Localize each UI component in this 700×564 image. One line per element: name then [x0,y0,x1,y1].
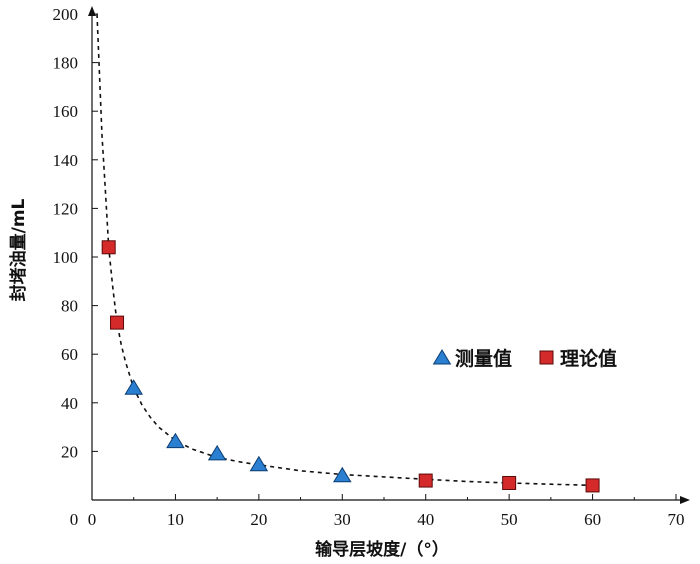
y-tick-label: 20 [61,442,78,461]
legend-item-theoretical: 理论值 [539,347,617,370]
axes [88,6,690,504]
point-measured [207,444,227,461]
y-axis-title: 封堵油量/mL [8,198,29,301]
origin-label: 0 [70,510,79,529]
y-tick-label: 160 [53,102,79,121]
legend-marker-square [539,350,554,365]
y-tick-label: 120 [53,199,79,218]
point-measured [249,455,269,472]
y-tick-label: 40 [61,394,78,413]
legend: 测量值 理论值 [432,347,617,370]
legend-label-theoretical: 理论值 [560,347,617,370]
x-tick-label: 70 [668,510,685,529]
point-theoretical [502,475,517,490]
y-tick-label: 180 [53,54,79,73]
x-tick-label: 0 [88,510,97,529]
point-measured [166,432,185,449]
y-tick-label: 80 [61,297,78,316]
x-tick-label: 60 [584,510,601,529]
point-measured [333,466,352,483]
point-measured [124,379,143,395]
point-theoretical [418,473,433,488]
x-tick-label: 50 [501,510,518,529]
ticks: 0 10 20 30 40 50 60 70 20 40 60 80 100 120 140 160 180 20… [53,5,685,529]
point-theoretical [110,315,125,330]
x-tick-label: 40 [417,510,434,529]
data-points [101,240,600,493]
trend-line [96,13,593,487]
y-tick-label: 60 [61,345,78,364]
legend-item-measured: 测量值 [432,347,512,370]
x-axis-title: 输导层坡度/（°） [315,539,449,560]
point-theoretical [585,478,600,493]
legend-label-measured: 测量值 [455,347,512,370]
y-tick-label: 100 [53,248,79,267]
x-tick-label: 20 [250,510,267,529]
x-tick-label: 30 [334,510,351,529]
point-theoretical [101,240,116,255]
x-tick-label: 10 [167,510,184,529]
y-tick-label: 140 [53,151,79,170]
y-tick-label: 200 [53,5,79,24]
x-axis-arrow [680,496,690,504]
legend-marker-triangle [432,349,452,365]
